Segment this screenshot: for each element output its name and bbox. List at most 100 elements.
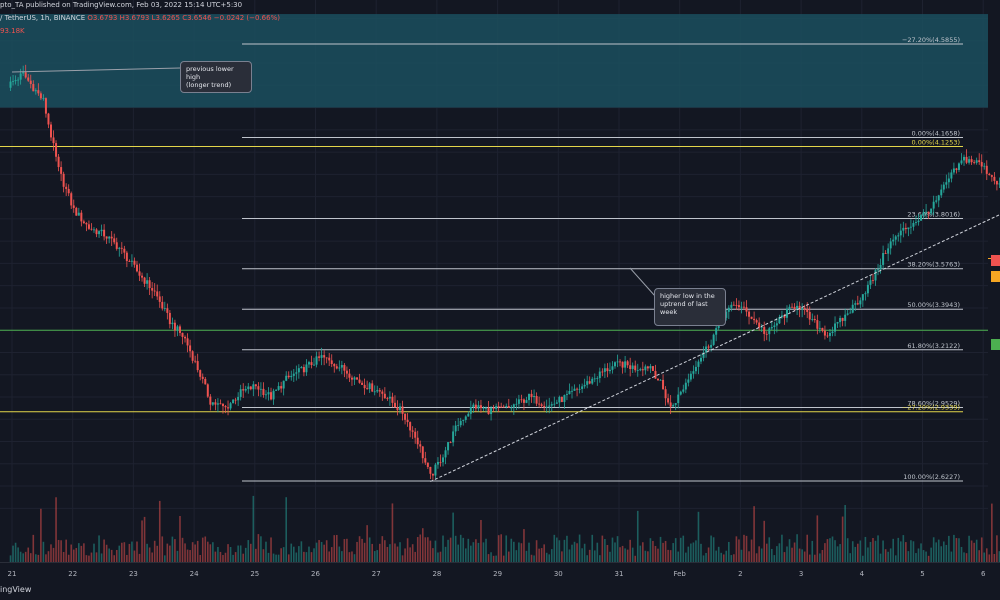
volume-bar	[510, 538, 513, 562]
volume-bar	[384, 540, 386, 562]
volume-bar	[705, 552, 707, 562]
candle-body	[75, 207, 78, 216]
candle-body	[320, 355, 323, 358]
volume-bar	[174, 539, 176, 562]
candle-body	[909, 226, 912, 228]
candle-body	[568, 390, 571, 395]
candle-body	[560, 396, 563, 402]
volume-bar	[396, 546, 399, 562]
candle-body	[201, 376, 204, 379]
volume-bar	[778, 543, 781, 562]
candle-body	[818, 327, 821, 329]
volume-bar	[978, 550, 980, 562]
time-axis: 21 22 23 24 25 26 27 28 29 30 31 Feb 2 3 4 5 6	[0, 562, 1000, 600]
volume-bar	[341, 551, 343, 562]
volume-bar	[538, 548, 540, 562]
candle-body	[113, 238, 116, 243]
candle-body	[619, 361, 622, 363]
volume-bar	[907, 551, 910, 562]
volume-bar	[740, 549, 743, 562]
volume-bar	[70, 544, 73, 562]
volume-bar	[884, 549, 887, 562]
volume-bar	[126, 554, 128, 562]
candle-body	[24, 72, 27, 78]
volume-bar	[773, 555, 776, 562]
candle-body	[846, 313, 849, 315]
candle-body	[823, 330, 826, 336]
volume-bar	[348, 552, 351, 562]
volume-bar	[657, 548, 659, 562]
candle-body	[651, 366, 654, 371]
candle-body	[421, 446, 424, 459]
candle-body	[535, 395, 538, 404]
volume-bar	[836, 546, 839, 562]
time-tick-label: 31	[615, 570, 624, 578]
candlesticks	[9, 64, 1000, 481]
volume-bar	[105, 544, 108, 562]
volume-bar	[664, 540, 667, 562]
candle-body	[662, 379, 665, 390]
time-tick-label: 28	[432, 570, 441, 578]
volume-bar	[763, 520, 766, 562]
candle-body	[791, 306, 794, 308]
candle-body	[753, 318, 756, 321]
candle-body	[892, 239, 895, 242]
volume-bar	[113, 555, 116, 562]
candle-body	[591, 378, 594, 384]
candle-body	[429, 466, 432, 474]
fib-level-label: 38.20%(3.5763)	[907, 261, 960, 269]
volume-bar	[325, 540, 328, 562]
volume-bar	[224, 552, 227, 562]
volume-bar	[298, 546, 300, 562]
volume-bar	[667, 549, 669, 562]
candle-body	[259, 388, 262, 390]
candle-body	[965, 156, 968, 163]
candle-body	[34, 90, 37, 92]
annotation-higher-low[interactable]: higher low in the uptrend of last week	[654, 288, 726, 326]
volume-bar	[148, 547, 151, 562]
candle-body	[614, 362, 616, 367]
candle-body	[710, 344, 713, 348]
candle-body	[181, 332, 184, 337]
candle-body	[571, 390, 574, 392]
volume-bar	[793, 542, 796, 562]
candle-body	[227, 407, 230, 409]
volume-bar	[416, 537, 419, 562]
volume-bar	[67, 554, 70, 562]
candle-body	[178, 326, 181, 333]
volume-bar	[42, 541, 45, 562]
fib-yellow-label: −27.20%(2.9339)	[902, 404, 960, 412]
volume-bar	[164, 555, 166, 562]
volume-bar	[265, 541, 267, 562]
volume-bar	[755, 553, 758, 562]
volume-bar	[674, 538, 677, 562]
volume-bar	[783, 552, 786, 562]
volume-bar	[409, 547, 411, 562]
candle-body	[828, 332, 831, 336]
volume-bar	[616, 536, 619, 562]
volume-bar	[768, 537, 771, 562]
time-tick-label: 22	[68, 570, 77, 578]
volume-bar	[910, 540, 912, 562]
candle-body	[505, 406, 508, 407]
volume-bar	[29, 553, 32, 562]
volume-bar	[98, 535, 100, 562]
volume-bar	[394, 543, 396, 562]
candle-body	[302, 367, 305, 373]
volume-bar	[40, 508, 42, 562]
candle-body	[216, 403, 219, 405]
annotation-lower-high[interactable]: previous lower high (longer trend)	[180, 61, 252, 93]
candle-body	[290, 375, 293, 378]
volume-bar	[894, 555, 897, 562]
candle-body	[963, 156, 966, 161]
candle-body	[199, 370, 202, 377]
candle-body	[980, 162, 983, 167]
candle-body	[141, 275, 144, 278]
candle-body	[39, 93, 42, 99]
volume-bar	[583, 543, 586, 562]
candle-body	[550, 404, 553, 406]
candle-body	[887, 248, 890, 254]
volume-bar	[874, 540, 877, 562]
volume-bar	[948, 535, 950, 562]
